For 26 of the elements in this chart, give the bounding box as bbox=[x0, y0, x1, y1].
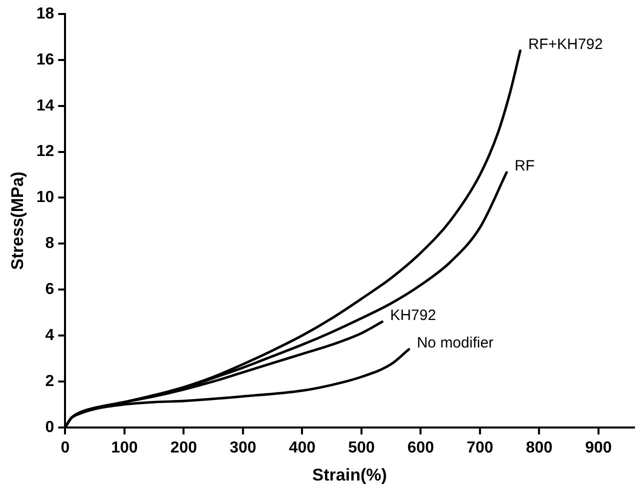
series-label: RF+KH792 bbox=[528, 36, 603, 53]
series-label: No modifier bbox=[416, 334, 494, 352]
y-tick-label: 14 bbox=[36, 97, 54, 114]
series-label: KH792 bbox=[390, 306, 436, 324]
y-tick-label: 8 bbox=[45, 235, 54, 252]
x-tick-label: 0 bbox=[60, 439, 70, 456]
series-label: RF bbox=[514, 158, 535, 175]
y-tick-label: 12 bbox=[36, 143, 54, 160]
x-tick-label: 900 bbox=[585, 439, 612, 456]
y-tick-label: 16 bbox=[36, 51, 54, 68]
x-tick-label: 500 bbox=[348, 439, 375, 456]
y-tick-label: 2 bbox=[45, 372, 54, 390]
y-tick-label: 4 bbox=[45, 326, 54, 344]
x-tick-label: 700 bbox=[466, 439, 494, 456]
y-tick-label: 18 bbox=[36, 5, 54, 22]
x-tick-label: 200 bbox=[170, 439, 198, 456]
x-tick-label: 300 bbox=[230, 439, 256, 456]
x-tick-label: 800 bbox=[526, 439, 553, 456]
y-tick-label: 0 bbox=[45, 418, 54, 436]
x-tick-label: 400 bbox=[288, 439, 316, 456]
y-tick-label: 10 bbox=[36, 189, 54, 206]
x-tick-label: 100 bbox=[111, 439, 138, 456]
x-axis-title: Strain(%) bbox=[312, 465, 387, 484]
y-axis-title: Stress(MPa) bbox=[8, 172, 27, 270]
y-tick-label: 6 bbox=[45, 281, 54, 298]
x-tick-label: 600 bbox=[407, 439, 434, 456]
